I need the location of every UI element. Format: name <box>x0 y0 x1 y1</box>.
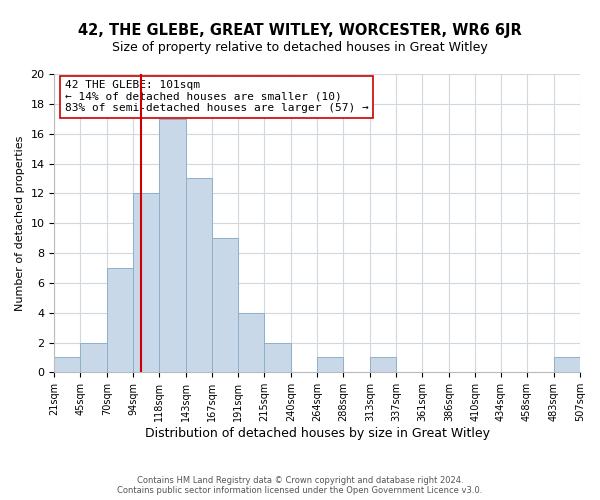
Bar <box>80 342 107 372</box>
Bar <box>238 312 264 372</box>
Bar <box>107 268 133 372</box>
Text: 42 THE GLEBE: 101sqm
← 14% of detached houses are smaller (10)
83% of semi-detac: 42 THE GLEBE: 101sqm ← 14% of detached h… <box>65 80 368 113</box>
Text: Size of property relative to detached houses in Great Witley: Size of property relative to detached ho… <box>112 41 488 54</box>
Text: Contains HM Land Registry data © Crown copyright and database right 2024.: Contains HM Land Registry data © Crown c… <box>137 476 463 485</box>
Y-axis label: Number of detached properties: Number of detached properties <box>15 136 25 311</box>
Bar <box>370 358 396 372</box>
Bar <box>264 342 291 372</box>
Text: 42, THE GLEBE, GREAT WITLEY, WORCESTER, WR6 6JR: 42, THE GLEBE, GREAT WITLEY, WORCESTER, … <box>78 22 522 38</box>
Text: Contains public sector information licensed under the Open Government Licence v3: Contains public sector information licen… <box>118 486 482 495</box>
Bar <box>212 238 238 372</box>
Bar <box>133 194 160 372</box>
Bar <box>55 358 80 372</box>
Bar <box>160 119 187 372</box>
X-axis label: Distribution of detached houses by size in Great Witley: Distribution of detached houses by size … <box>145 427 490 440</box>
Bar <box>187 178 212 372</box>
Bar <box>554 358 580 372</box>
Bar <box>317 358 343 372</box>
